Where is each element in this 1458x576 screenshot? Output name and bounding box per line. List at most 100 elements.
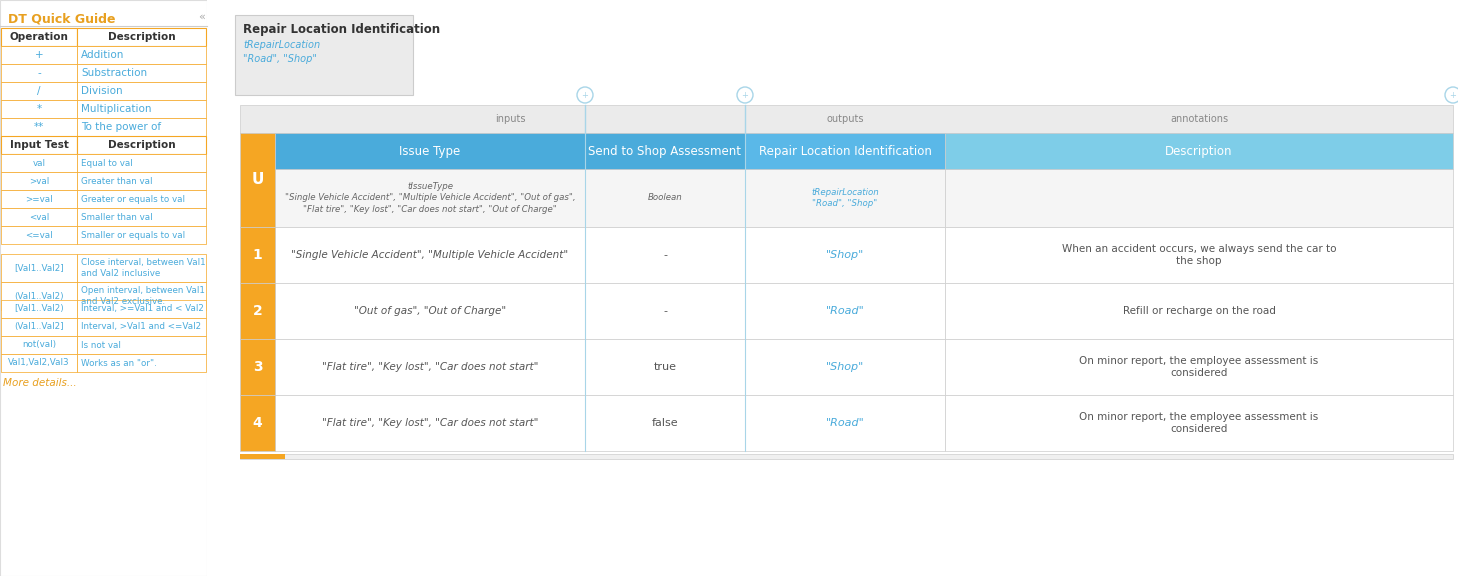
- Text: "Shop": "Shop": [825, 250, 865, 260]
- Bar: [241, 339, 276, 395]
- Text: Boolean: Boolean: [647, 194, 682, 203]
- Bar: [276, 339, 585, 395]
- Bar: [77, 208, 206, 226]
- Bar: [745, 283, 945, 339]
- Text: -: -: [36, 68, 41, 78]
- Text: Is not val: Is not val: [82, 340, 121, 350]
- Text: Works as an "or".: Works as an "or".: [82, 358, 157, 367]
- Bar: [276, 133, 585, 169]
- Bar: [241, 227, 276, 283]
- Text: Description: Description: [1165, 145, 1233, 157]
- Text: "Single Vehicle Accident", "Multiple Vehicle Accident": "Single Vehicle Accident", "Multiple Veh…: [292, 250, 569, 260]
- Text: Smaller or equals to val: Smaller or equals to val: [82, 230, 185, 240]
- Bar: [1, 100, 77, 118]
- Bar: [1, 254, 77, 282]
- Text: +: +: [1449, 90, 1457, 100]
- Bar: [585, 169, 745, 227]
- Bar: [1, 136, 77, 154]
- Bar: [585, 395, 745, 451]
- Text: "Out of gas", "Out of Charge": "Out of gas", "Out of Charge": [354, 306, 506, 316]
- Text: [Val1..Val2): [Val1..Val2): [15, 305, 64, 313]
- Bar: [77, 46, 206, 64]
- Bar: [77, 154, 206, 172]
- Text: On minor report, the employee assessment is
considered: On minor report, the employee assessment…: [1079, 356, 1318, 378]
- Bar: [1, 46, 77, 64]
- Bar: [77, 28, 206, 46]
- Bar: [585, 283, 745, 339]
- Text: Interval, >Val1 and <=Val2: Interval, >Val1 and <=Val2: [82, 323, 201, 332]
- Text: <=val: <=val: [25, 230, 52, 240]
- Text: -: -: [663, 306, 666, 316]
- Bar: [241, 454, 1454, 459]
- Text: annotations: annotations: [1169, 114, 1228, 124]
- Bar: [77, 282, 206, 310]
- Bar: [945, 283, 1454, 339]
- Text: Refill or recharge on the road: Refill or recharge on the road: [1123, 306, 1276, 316]
- Bar: [276, 169, 585, 227]
- Bar: [77, 172, 206, 190]
- Text: Division: Division: [82, 86, 122, 96]
- Text: Repair Location Identification: Repair Location Identification: [243, 22, 440, 36]
- Text: More details...: More details...: [3, 378, 77, 388]
- Text: +: +: [582, 90, 589, 100]
- Text: **: **: [34, 122, 44, 132]
- Text: -: -: [663, 250, 666, 260]
- Bar: [276, 395, 585, 451]
- Text: Repair Location Identification: Repair Location Identification: [758, 145, 932, 157]
- Text: outputs: outputs: [827, 114, 863, 124]
- Bar: [745, 395, 945, 451]
- Text: false: false: [652, 418, 678, 428]
- Bar: [945, 339, 1454, 395]
- Bar: [241, 454, 284, 459]
- Text: Interval, >=Val1 and < Val2: Interval, >=Val1 and < Val2: [82, 305, 204, 313]
- Bar: [745, 339, 945, 395]
- Text: DT Quick Guide: DT Quick Guide: [7, 12, 115, 25]
- Bar: [77, 136, 206, 154]
- Text: "Shop": "Shop": [825, 362, 865, 372]
- Text: "Road": "Road": [825, 418, 865, 428]
- Text: Addition: Addition: [82, 50, 124, 60]
- Text: U: U: [251, 172, 264, 188]
- Text: To the power of: To the power of: [82, 122, 162, 132]
- Text: tRepairLocation: tRepairLocation: [243, 40, 321, 50]
- Text: «: «: [198, 12, 206, 22]
- Bar: [1, 118, 77, 136]
- Text: Equal to val: Equal to val: [82, 158, 133, 168]
- Text: Val1,Val2,Val3: Val1,Val2,Val3: [9, 358, 70, 367]
- Bar: [1, 28, 77, 46]
- Bar: [77, 318, 206, 336]
- Text: Input Test: Input Test: [10, 140, 69, 150]
- Text: On minor report, the employee assessment is
considered: On minor report, the employee assessment…: [1079, 412, 1318, 434]
- Text: true: true: [653, 362, 677, 372]
- Bar: [745, 169, 945, 227]
- Text: tIssueType
"Single Vehicle Accident", "Multiple Vehicle Accident", "Out of gas",: tIssueType "Single Vehicle Accident", "M…: [284, 183, 576, 214]
- Bar: [77, 354, 206, 372]
- Bar: [77, 100, 206, 118]
- Text: [Val1..Val2]: [Val1..Val2]: [15, 263, 64, 272]
- Text: >val: >val: [29, 176, 50, 185]
- Bar: [0, 0, 207, 576]
- Text: "Road": "Road": [825, 306, 865, 316]
- Text: Description: Description: [108, 140, 175, 150]
- Bar: [77, 82, 206, 100]
- Bar: [77, 190, 206, 208]
- Text: +: +: [35, 50, 44, 60]
- Bar: [1, 64, 77, 82]
- Bar: [77, 300, 206, 318]
- Bar: [77, 226, 206, 244]
- Bar: [945, 169, 1454, 227]
- Bar: [1, 226, 77, 244]
- Bar: [77, 336, 206, 354]
- Bar: [585, 227, 745, 283]
- Text: *: *: [36, 104, 42, 114]
- Text: /: /: [38, 86, 41, 96]
- Text: <val: <val: [29, 213, 50, 222]
- Text: Operation: Operation: [10, 32, 69, 42]
- Bar: [1, 354, 77, 372]
- Text: (Val1..Val2): (Val1..Val2): [15, 291, 64, 301]
- Bar: [241, 283, 276, 339]
- Text: 2: 2: [252, 304, 262, 318]
- Text: +: +: [742, 90, 748, 100]
- Bar: [945, 227, 1454, 283]
- Bar: [77, 254, 206, 282]
